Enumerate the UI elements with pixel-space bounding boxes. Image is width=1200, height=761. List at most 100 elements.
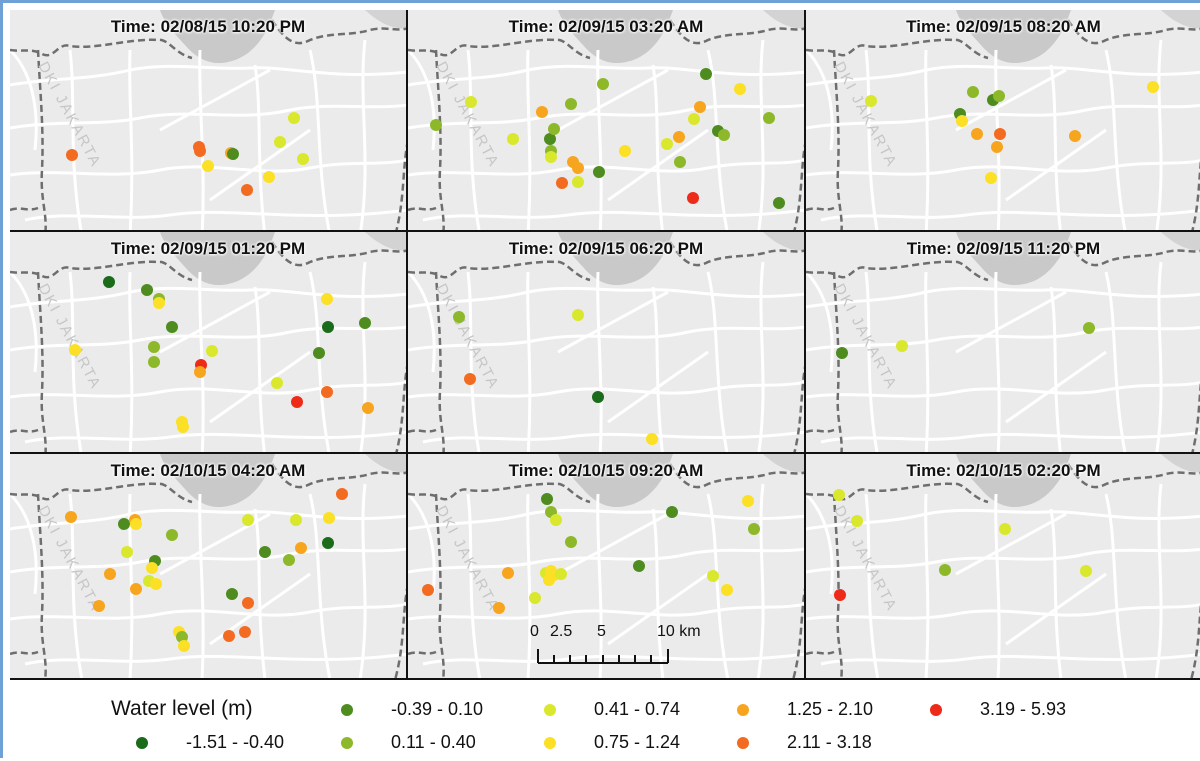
station-marker[interactable] [985,172,997,184]
station-marker[interactable] [507,133,519,145]
station-marker[interactable] [336,488,348,500]
station-marker[interactable] [493,602,505,614]
station-marker[interactable] [148,341,160,353]
station-marker[interactable] [1080,565,1092,577]
station-marker[interactable] [322,537,334,549]
station-marker[interactable] [661,138,673,150]
station-marker[interactable] [939,564,951,576]
station-marker[interactable] [572,162,584,174]
station-marker[interactable] [763,112,775,124]
station-marker[interactable] [896,340,908,352]
station-marker[interactable] [239,626,251,638]
station-marker[interactable] [502,567,514,579]
station-marker[interactable] [66,149,78,161]
station-marker[interactable] [178,640,190,652]
station-marker[interactable] [263,171,275,183]
station-marker[interactable] [297,153,309,165]
station-marker[interactable] [673,131,685,143]
station-marker[interactable] [1147,81,1159,93]
station-marker[interactable] [362,402,374,414]
station-marker[interactable] [572,309,584,321]
station-marker[interactable] [241,184,253,196]
station-marker[interactable] [550,514,562,526]
station-marker[interactable] [422,584,434,596]
station-marker[interactable] [544,133,556,145]
station-marker[interactable] [130,518,142,530]
station-marker[interactable] [748,523,760,535]
station-marker[interactable] [291,396,303,408]
station-marker[interactable] [633,560,645,572]
station-marker[interactable] [323,512,335,524]
station-marker[interactable] [1083,322,1095,334]
station-marker[interactable] [271,377,283,389]
station-marker[interactable] [687,192,699,204]
station-marker[interactable] [288,112,300,124]
station-marker[interactable] [65,511,77,523]
station-marker[interactable] [453,311,465,323]
station-marker[interactable] [833,489,845,501]
station-marker[interactable] [464,373,476,385]
station-marker[interactable] [206,345,218,357]
station-marker[interactable] [259,546,271,558]
station-marker[interactable] [242,597,254,609]
station-marker[interactable] [1069,130,1081,142]
station-marker[interactable] [592,391,604,403]
station-marker[interactable] [694,101,706,113]
station-marker[interactable] [321,293,333,305]
station-marker[interactable] [121,546,133,558]
station-marker[interactable] [130,583,142,595]
station-marker[interactable] [700,68,712,80]
station-marker[interactable] [565,536,577,548]
station-marker[interactable] [543,574,555,586]
station-marker[interactable] [274,136,286,148]
station-marker[interactable] [194,145,206,157]
station-marker[interactable] [718,129,730,141]
station-marker[interactable] [556,177,568,189]
station-marker[interactable] [118,518,130,530]
station-marker[interactable] [176,631,188,643]
station-marker[interactable] [465,96,477,108]
station-marker[interactable] [430,119,442,131]
station-marker[interactable] [295,542,307,554]
station-marker[interactable] [836,347,848,359]
station-marker[interactable] [956,115,968,127]
station-marker[interactable] [707,570,719,582]
station-marker[interactable] [742,495,754,507]
station-marker[interactable] [321,386,333,398]
station-marker[interactable] [619,145,631,157]
station-marker[interactable] [674,156,686,168]
station-marker[interactable] [967,86,979,98]
station-marker[interactable] [194,366,206,378]
station-marker[interactable] [597,78,609,90]
station-marker[interactable] [548,123,560,135]
station-marker[interactable] [529,592,541,604]
station-marker[interactable] [993,90,1005,102]
station-marker[interactable] [148,356,160,368]
station-marker[interactable] [290,514,302,526]
station-marker[interactable] [834,589,846,601]
station-marker[interactable] [721,584,733,596]
station-marker[interactable] [104,568,116,580]
station-marker[interactable] [166,529,178,541]
station-marker[interactable] [555,568,567,580]
station-marker[interactable] [545,151,557,163]
station-marker[interactable] [141,284,153,296]
station-marker[interactable] [536,106,548,118]
station-marker[interactable] [666,506,678,518]
station-marker[interactable] [313,347,325,359]
station-marker[interactable] [202,160,214,172]
station-marker[interactable] [688,113,700,125]
station-marker[interactable] [593,166,605,178]
station-marker[interactable] [103,276,115,288]
station-marker[interactable] [994,128,1006,140]
station-marker[interactable] [565,98,577,110]
station-marker[interactable] [773,197,785,209]
station-marker[interactable] [359,317,371,329]
station-marker[interactable] [865,95,877,107]
station-marker[interactable] [69,344,81,356]
station-marker[interactable] [242,514,254,526]
station-marker[interactable] [153,297,165,309]
station-marker[interactable] [851,515,863,527]
station-marker[interactable] [177,421,189,433]
station-marker[interactable] [322,321,334,333]
